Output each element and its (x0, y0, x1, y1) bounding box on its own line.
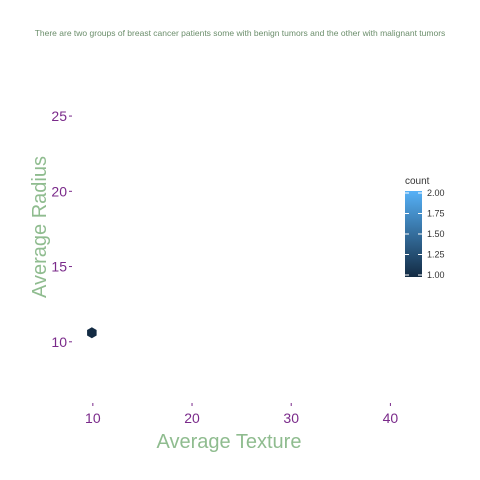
y-axis: 10 15 20 25 (51, 108, 72, 350)
x-tick-label: 30 (283, 410, 299, 426)
legend-label: 1.00 (427, 270, 445, 280)
x-tick-label: 40 (383, 410, 399, 426)
legend: count 2.00 1.75 1.50 1.25 1.00 (405, 176, 445, 280)
y-tick-label: 10 (51, 334, 67, 350)
x-tick-label: 20 (184, 410, 200, 426)
legend-labels: 2.00 1.75 1.50 1.25 1.00 (405, 188, 445, 280)
legend-label: 1.25 (427, 250, 445, 260)
legend-label: 2.00 (427, 188, 445, 198)
legend-colorbar (405, 191, 422, 277)
plot-area (87, 327, 97, 339)
legend-title: count (405, 176, 430, 187)
y-tick-label: 20 (51, 183, 67, 199)
hex-bin (87, 327, 97, 339)
y-tick-label: 15 (51, 259, 67, 275)
x-axis: 10 20 30 40 (85, 403, 398, 426)
legend-label: 1.50 (427, 229, 445, 239)
x-axis-title: Average Texture (157, 431, 302, 453)
chart-title: There are two groups of breast cancer pa… (35, 28, 446, 38)
x-tick-label: 10 (85, 410, 101, 426)
legend-label: 1.75 (427, 209, 445, 219)
y-tick-label: 25 (51, 108, 67, 124)
y-axis-title: Average Radius (29, 156, 51, 298)
